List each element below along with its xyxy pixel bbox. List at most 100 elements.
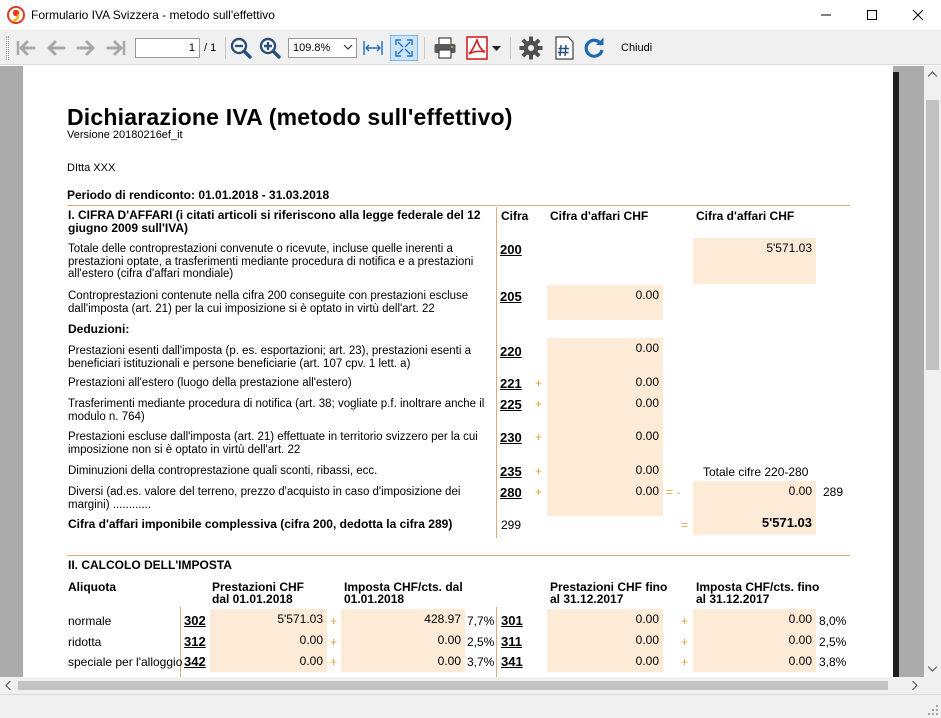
value-341[interactable]: 0.00 — [547, 651, 663, 672]
hash-icon — [555, 36, 574, 60]
code-205[interactable]: 205 — [500, 289, 522, 304]
plus-operator: + — [535, 430, 543, 444]
horizontal-scroll-thumb[interactable] — [18, 681, 888, 690]
section1-title: I. CIFRA D'AFFARI (i citati articoli si … — [68, 208, 481, 235]
code-221[interactable]: 221 — [500, 376, 522, 391]
maximize-button[interactable] — [849, 0, 895, 30]
value-225[interactable]: 0.00 — [547, 393, 663, 426]
value-280[interactable]: 0.00 — [547, 481, 663, 516]
app-logo-icon — [7, 6, 25, 24]
toolbar-grip[interactable] — [6, 36, 9, 60]
value-342[interactable]: 0.00 — [210, 651, 327, 672]
scroll-down-icon[interactable] — [928, 666, 937, 672]
tax-302[interactable]: 428.97 — [341, 609, 465, 630]
code-280[interactable]: 280 — [500, 485, 522, 500]
value-221[interactable]: 0.00 — [547, 372, 663, 393]
code-312[interactable]: 312 — [184, 634, 206, 649]
section-divider — [67, 205, 850, 206]
row-label-221: Prestazioni all'estero (luogo della pres… — [68, 377, 352, 389]
last-page-button[interactable] — [103, 35, 129, 61]
reporting-period: Periodo di rendiconto: 01.01.2018 - 31.0… — [67, 188, 330, 202]
value-200[interactable]: 5'571.03 — [693, 238, 816, 284]
zoom-select[interactable]: 109.8% — [288, 38, 357, 58]
code-225[interactable]: 225 — [500, 397, 522, 412]
fit-page-icon — [395, 39, 413, 57]
document-title: Dichiarazione IVA (metodo sull'effettivo… — [67, 104, 513, 130]
tax-301[interactable]: 0.00 — [693, 609, 816, 630]
row-label-205: Controprestazioni contenute nella cifra … — [68, 290, 469, 315]
settings-button[interactable] — [516, 35, 546, 61]
window-title: Formulario IVA Svizzera - metodo sull'ef… — [31, 8, 275, 22]
row-label-220: Prestazioni esenti dall'imposta (p. es. … — [68, 345, 471, 370]
close-document-button[interactable]: Chiudi — [621, 42, 653, 54]
rate-301: 8,0% — [819, 614, 847, 628]
code-302[interactable]: 302 — [184, 613, 206, 628]
row-label-235: Diminuzioni della controprestazione qual… — [68, 465, 378, 477]
zoom-out-icon — [230, 37, 252, 59]
print-button[interactable] — [430, 35, 460, 61]
code-311[interactable]: 311 — [501, 634, 522, 649]
value-289[interactable]: 0.00 — [693, 481, 816, 516]
code-341[interactable]: 341 — [501, 654, 523, 669]
previous-page-button[interactable] — [43, 35, 69, 61]
column-divider — [496, 607, 497, 677]
tax-312[interactable]: 0.00 — [341, 630, 465, 651]
plus-operator: + — [535, 376, 543, 390]
code-200[interactable]: 200 — [500, 242, 522, 257]
refresh-icon — [584, 37, 604, 58]
value-230[interactable]: 0.00 — [547, 426, 663, 460]
value-205[interactable]: 0.00 — [547, 285, 663, 320]
value-235[interactable]: 0.00 — [547, 460, 663, 481]
row-label-225: Trasferimenti mediante procedura di noti… — [68, 398, 485, 423]
close-button[interactable] — [895, 0, 941, 30]
numbering-button[interactable] — [550, 35, 578, 61]
scroll-left-icon[interactable] — [5, 681, 11, 690]
first-page-button[interactable] — [13, 35, 39, 61]
col-prest-to-header: Prestazioni CHF fino al 31.12.2017 — [550, 580, 668, 606]
page-number-input[interactable]: 1 — [135, 38, 200, 58]
value-312[interactable]: 0.00 — [210, 630, 327, 651]
pdf-export-button[interactable] — [463, 35, 503, 61]
section-divider — [67, 555, 850, 556]
code-235[interactable]: 235 — [500, 464, 522, 479]
refresh-button[interactable] — [580, 35, 608, 61]
zoom-in-button[interactable] — [258, 35, 282, 61]
code-220[interactable]: 220 — [500, 344, 522, 359]
code-301[interactable]: 301 — [501, 613, 523, 628]
fit-width-icon — [363, 41, 383, 55]
previous-page-icon — [47, 40, 66, 56]
fit-page-button[interactable] — [390, 35, 418, 61]
col-aliquota-header: Aliquota — [68, 580, 116, 594]
deductions-label: Deduzioni: — [68, 322, 130, 336]
first-page-icon — [16, 40, 36, 56]
resize-grip-icon[interactable] — [928, 705, 939, 716]
zoom-value: 109.8% — [293, 42, 331, 54]
tax-311[interactable]: 0.00 — [693, 630, 816, 651]
zoom-out-button[interactable] — [229, 35, 253, 61]
tax-342[interactable]: 0.00 — [341, 651, 465, 672]
document-viewer[interactable]: Dichiarazione IVA (metodo sull'effettivo… — [0, 66, 924, 677]
total-note: Totale cifre 220-280 — [703, 465, 809, 479]
minimize-button[interactable] — [803, 0, 849, 30]
value-311[interactable]: 0.00 — [547, 630, 663, 651]
next-page-icon — [76, 40, 95, 56]
company-name: DItta XXX — [67, 162, 116, 174]
code-342[interactable]: 342 — [184, 654, 206, 669]
plus-operator: + — [681, 655, 689, 669]
code-230[interactable]: 230 — [500, 430, 522, 445]
next-page-button[interactable] — [73, 35, 99, 61]
col-imp-from-header: Imposta CHF/cts. dal 01.01.2018 — [344, 580, 463, 606]
value-301[interactable]: 0.00 — [547, 609, 663, 630]
scroll-up-icon[interactable] — [928, 71, 937, 77]
value-302[interactable]: 5'571.03 — [210, 609, 327, 630]
value-299[interactable]: 5'571.03 — [693, 512, 816, 535]
toolbar: 1 / 1 109.8% Chiudi — [0, 31, 941, 65]
tax-341[interactable]: 0.00 — [693, 651, 816, 672]
rate-302: 7,7% — [467, 614, 495, 628]
vertical-scroll-thumb[interactable] — [926, 100, 939, 370]
scroll-right-icon[interactable] — [912, 681, 918, 690]
maximize-icon — [867, 10, 877, 20]
value-220[interactable]: 0.00 — [547, 338, 663, 372]
fit-width-button[interactable] — [360, 35, 386, 61]
plus-operator: + — [681, 614, 689, 628]
